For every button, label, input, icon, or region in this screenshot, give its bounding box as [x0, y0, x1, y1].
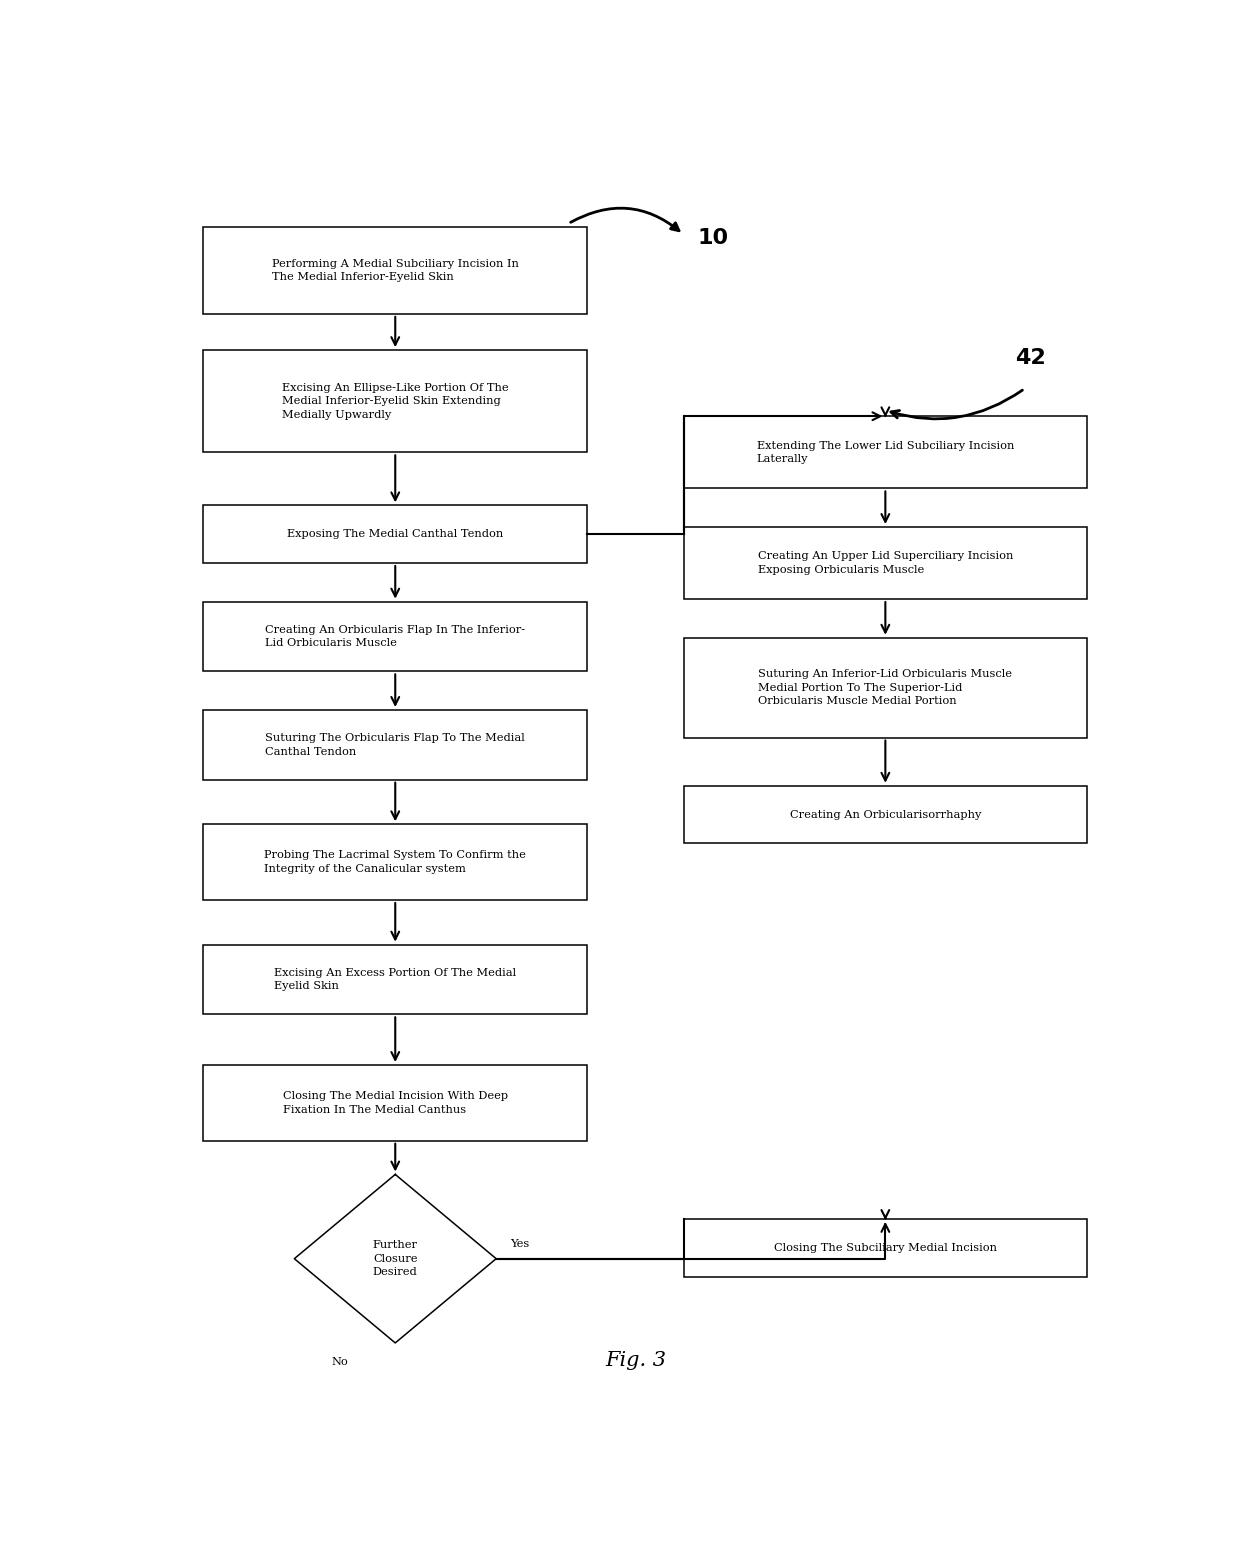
Text: Probing The Lacrimal System To Confirm the
Integrity of the Canalicular system: Probing The Lacrimal System To Confirm t…: [264, 850, 526, 874]
FancyBboxPatch shape: [203, 602, 588, 672]
FancyBboxPatch shape: [203, 227, 588, 314]
Text: Performing A Medial Subciliary Incision In
The Medial Inferior-Eyelid Skin: Performing A Medial Subciliary Incision …: [272, 259, 518, 283]
Text: Yes: Yes: [511, 1239, 529, 1249]
FancyBboxPatch shape: [203, 944, 588, 1014]
FancyBboxPatch shape: [683, 527, 1087, 599]
Text: Suturing An Inferior-Lid Orbicularis Muscle
Medial Portion To The Superior-Lid
O: Suturing An Inferior-Lid Orbicularis Mus…: [759, 669, 1012, 706]
FancyBboxPatch shape: [203, 505, 588, 563]
FancyBboxPatch shape: [203, 1064, 588, 1141]
Text: Exposing The Medial Canthal Tendon: Exposing The Medial Canthal Tendon: [288, 530, 503, 539]
Text: Fig. 3: Fig. 3: [605, 1352, 666, 1371]
Text: Excising An Ellipse-Like Portion Of The
Medial Inferior-Eyelid Skin Extending
Me: Excising An Ellipse-Like Portion Of The …: [281, 383, 508, 420]
FancyBboxPatch shape: [683, 638, 1087, 738]
FancyBboxPatch shape: [683, 1219, 1087, 1277]
Text: Creating An Upper Lid Superciliary Incision
Exposing Orbicularis Muscle: Creating An Upper Lid Superciliary Incis…: [758, 552, 1013, 575]
Text: 42: 42: [1016, 349, 1045, 369]
FancyBboxPatch shape: [203, 824, 588, 900]
FancyBboxPatch shape: [203, 710, 588, 780]
FancyBboxPatch shape: [683, 786, 1087, 844]
Text: Creating An Orbicularisorrhaphy: Creating An Orbicularisorrhaphy: [790, 810, 981, 819]
Text: 10: 10: [698, 228, 729, 249]
Text: Closing The Medial Incision With Deep
Fixation In The Medial Canthus: Closing The Medial Incision With Deep Fi…: [283, 1091, 508, 1114]
Text: Extending The Lower Lid Subciliary Incision
Laterally: Extending The Lower Lid Subciliary Incis…: [756, 441, 1014, 464]
Text: Further
Closure
Desired: Further Closure Desired: [373, 1239, 418, 1277]
Text: Excising An Excess Portion Of The Medial
Eyelid Skin: Excising An Excess Portion Of The Medial…: [274, 967, 516, 991]
FancyBboxPatch shape: [203, 350, 588, 452]
FancyBboxPatch shape: [683, 416, 1087, 488]
Text: Suturing The Orbicularis Flap To The Medial
Canthal Tendon: Suturing The Orbicularis Flap To The Med…: [265, 733, 525, 756]
Text: Closing The Subciliary Medial Incision: Closing The Subciliary Medial Incision: [774, 1243, 997, 1254]
Text: No: No: [331, 1357, 348, 1368]
Text: Creating An Orbicularis Flap In The Inferior-
Lid Orbicularis Muscle: Creating An Orbicularis Flap In The Infe…: [265, 625, 526, 649]
